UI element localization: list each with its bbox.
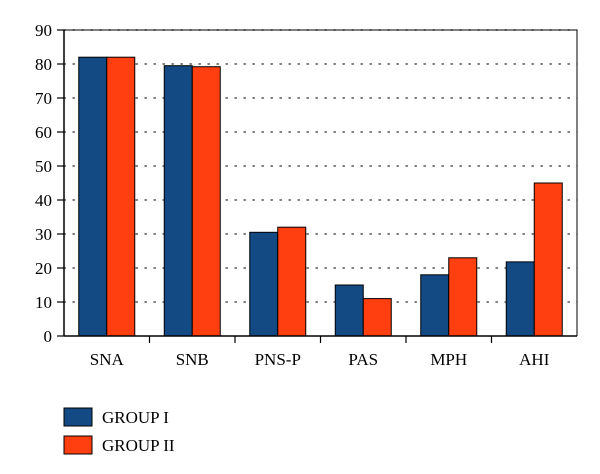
bar-pas-series-2 [362,298,392,337]
y-tick-label-60: 60 [35,123,52,142]
bars [78,56,563,337]
y-tick-label-10: 10 [35,293,52,312]
y-tick-label-40: 40 [35,191,52,210]
bar-snb-series-1 [163,65,193,337]
y-tick-label-80: 80 [35,55,52,74]
x-tick-label-mph: MPH [430,350,467,369]
x-tick-label-pas: PAS [348,350,378,369]
y-tick-label-0: 0 [44,327,53,346]
legend-swatch-series-1 [63,407,93,427]
bar-snb-series-2 [191,66,221,337]
bar-pns-p-series-2 [277,226,307,337]
y-tick-label-70: 70 [35,89,52,108]
bar-pns-p-series-1 [249,231,279,337]
x-tick-label-snb: SNB [176,350,209,369]
legend-swatch-series-2 [63,435,93,455]
x-tick-label-ahi: AHI [519,350,550,369]
bar-pas-series-1 [334,284,364,337]
legend-label-series-2: GROUP II [102,436,175,455]
bar-mph-series-2 [448,257,478,337]
y-tick-label-30: 30 [35,225,52,244]
y-tick-labels: 0 10 20 30 40 50 60 70 80 90 [35,21,64,346]
y-tick-label-90: 90 [35,21,52,40]
bar-ahi-series-2 [533,182,563,337]
axes [63,29,578,337]
x-tick-label-pns-p: PNS-P [255,350,301,369]
y-tick-label-50: 50 [35,157,52,176]
y-tick-label-20: 20 [35,259,52,278]
legend-label-series-1: GROUP I [102,408,169,427]
legend: GROUP I GROUP II [63,407,175,455]
bar-mph-series-1 [420,274,450,337]
grid-lines [63,29,578,303]
bar-ahi-series-1 [505,261,535,337]
x-tick-labels: SNA SNB PNS-P PAS MPH AHI [90,336,550,369]
bar-sna-series-2 [106,56,136,337]
bar-sna-series-1 [78,56,108,337]
x-tick-label-sna: SNA [90,350,125,369]
